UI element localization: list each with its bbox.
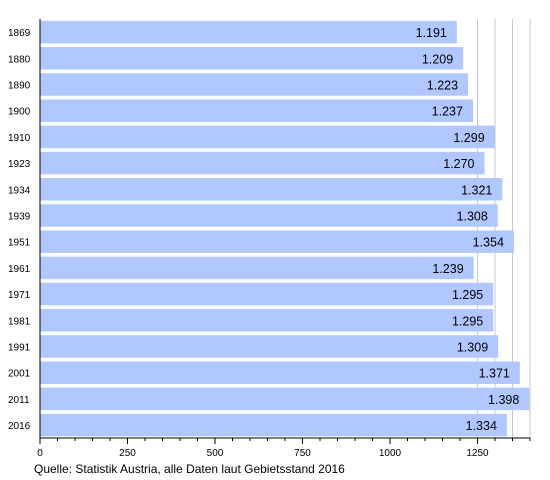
category-label: 1934 xyxy=(8,185,31,196)
category-label: 1910 xyxy=(8,133,31,144)
value-label: 1.308 xyxy=(457,210,488,224)
value-label: 1.237 xyxy=(432,105,463,119)
bar xyxy=(40,20,457,44)
category-label: 1939 xyxy=(8,212,31,223)
value-label: 1.209 xyxy=(422,52,453,66)
category-label: 1991 xyxy=(8,343,31,354)
category-label: 1880 xyxy=(8,54,31,65)
bar xyxy=(40,413,507,437)
bar xyxy=(40,178,503,201)
category-label: 2001 xyxy=(8,369,31,380)
x-tick-label: 1000 xyxy=(379,448,402,459)
category-label: 1923 xyxy=(8,159,31,170)
x-tick-label: 250 xyxy=(119,448,136,459)
bar xyxy=(40,125,495,149)
value-label: 1.223 xyxy=(427,79,458,93)
category-label: 1890 xyxy=(8,81,31,92)
category-label: 1981 xyxy=(8,316,31,327)
bar xyxy=(40,204,498,227)
value-label: 1.239 xyxy=(432,262,463,276)
bar xyxy=(40,99,473,122)
value-label: 1.299 xyxy=(453,131,484,145)
value-label: 1.398 xyxy=(488,393,519,407)
bar xyxy=(40,230,514,253)
x-tick-label: 750 xyxy=(294,448,311,459)
category-label: 1971 xyxy=(8,290,31,301)
value-label: 1.309 xyxy=(457,341,488,355)
bar xyxy=(40,73,469,96)
value-label: 1.354 xyxy=(473,236,504,250)
x-tick-label: 1250 xyxy=(466,448,489,459)
category-label: 1961 xyxy=(8,264,31,275)
value-label: 1.371 xyxy=(479,367,510,381)
value-label: 1.270 xyxy=(443,157,474,171)
category-label: 2016 xyxy=(8,421,31,432)
category-label: 1869 xyxy=(8,28,31,39)
value-label: 1.321 xyxy=(461,183,492,197)
category-label: 2011 xyxy=(8,395,30,406)
x-tick-label: 500 xyxy=(207,448,224,459)
value-label: 1.334 xyxy=(466,419,497,433)
category-label: 1900 xyxy=(8,107,31,118)
bar xyxy=(40,47,464,70)
x-tick-label: 0 xyxy=(37,448,43,459)
bar xyxy=(40,387,530,411)
bar xyxy=(40,282,494,306)
bar xyxy=(40,256,474,280)
bar xyxy=(40,335,499,358)
bar xyxy=(40,309,494,332)
bar xyxy=(40,151,485,175)
value-label: 1.191 xyxy=(416,26,447,40)
bar xyxy=(40,361,520,384)
category-label: 1951 xyxy=(8,238,31,249)
value-label: 1.295 xyxy=(452,288,483,302)
source-note: Quelle: Statistik Austria, alle Daten la… xyxy=(34,462,345,476)
value-label: 1.295 xyxy=(452,314,483,328)
